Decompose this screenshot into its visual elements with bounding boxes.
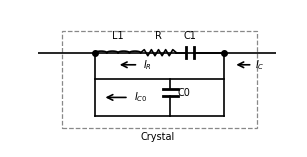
Bar	[62, 31, 257, 128]
Text: L1: L1	[112, 31, 124, 41]
Text: R: R	[155, 31, 162, 41]
Text: Crystal: Crystal	[140, 133, 174, 142]
Text: C1: C1	[184, 31, 196, 41]
Text: $I_C$: $I_C$	[255, 58, 264, 72]
Text: $I_R$: $I_R$	[143, 58, 152, 72]
Text: C0: C0	[177, 88, 190, 98]
Text: $I_{C0}$: $I_{C0}$	[134, 91, 147, 104]
